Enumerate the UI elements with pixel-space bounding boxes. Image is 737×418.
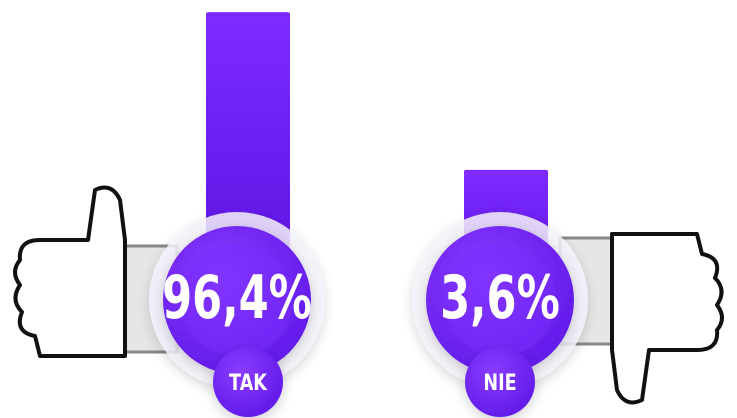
value-label: 96,4%: [162, 263, 312, 333]
label-circle: [465, 347, 535, 417]
hand: [610, 232, 724, 405]
category-label: TAK: [229, 370, 268, 395]
label-circle: [213, 347, 283, 417]
hand: [13, 185, 127, 358]
inner-circle: [181, 244, 293, 356]
value-label: 3,6%: [440, 263, 560, 333]
badges: 96,4% TAK 3,6% NIE: [149, 212, 588, 417]
thumb-up: [13, 185, 179, 358]
inner-circle: [444, 244, 556, 356]
category-label: NIE: [483, 370, 516, 395]
